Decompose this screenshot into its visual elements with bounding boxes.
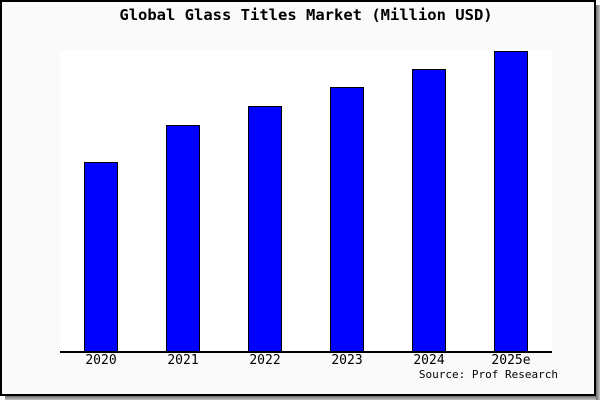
chart-title: Global Glass Titles Market (Million USD): [119, 6, 493, 24]
x-tick-label-2025e: 2025e: [491, 353, 531, 368]
x-tick-label-2020: 2020: [85, 353, 117, 368]
source-credit: Source: Prof Research: [418, 368, 558, 381]
x-tick-label-2021: 2021: [167, 353, 199, 368]
bar-2023: [330, 87, 364, 351]
bar-2025e: [494, 51, 528, 351]
x-tick-label-2024: 2024: [413, 353, 445, 368]
x-tick-label-2022: 2022: [249, 353, 281, 368]
bar-2021: [166, 125, 200, 351]
bar-2022: [248, 106, 282, 351]
x-tick-label-2023: 2023: [331, 353, 363, 368]
shadow-edge-right: [596, 5, 600, 400]
bar-2020: [84, 162, 118, 351]
shadow-edge-bottom: [5, 396, 596, 400]
bar-2024: [412, 69, 446, 351]
plot-area: [60, 50, 552, 353]
x-axis-labels: 2020 2021 2022 2023 2024 2025e: [60, 354, 552, 368]
